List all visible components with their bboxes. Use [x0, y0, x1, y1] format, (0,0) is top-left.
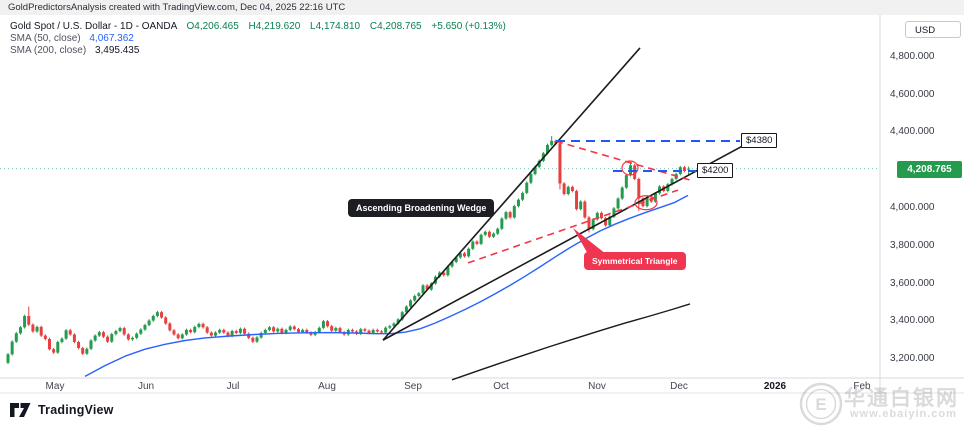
time-label-jul: Jul [226, 381, 240, 392]
export-header: GoldPredictorsAnalysis created with Trad… [0, 0, 964, 15]
price-target-4380[interactable]: $4380 [741, 133, 778, 148]
time-label-oct: Oct [493, 381, 509, 392]
time-label-jun: Jun [137, 381, 155, 392]
sma200-value: 3,495.435 [94, 45, 140, 56]
time-label-may: May [45, 381, 65, 392]
price-tick-3800000: 3,800.000 [890, 240, 935, 251]
tradingview-attribution-text: TradingView [38, 403, 114, 417]
price-target-4200[interactable]: $4200 [697, 163, 734, 178]
time-label-sep: Sep [404, 381, 422, 392]
price-tick-4400000: 4,400.000 [890, 126, 935, 137]
symbol-title: Gold Spot / U.S. Dollar - 1D - OANDA [10, 21, 177, 32]
triangle-callout[interactable]: Symmetrical Triangle [584, 252, 686, 270]
chart-legend: Gold Spot / U.S. Dollar - 1D - OANDA O4,… [10, 21, 506, 57]
change-value: +5.650 (+0.13%) [431, 21, 506, 32]
sma50-row[interactable]: SMA (50, close) 4,067.362 [10, 33, 506, 44]
ohlc-open: O4,206.465 [186, 21, 239, 32]
price-tick-3400000: 3,400.000 [890, 315, 935, 326]
sma50-label: SMA (50, close) [10, 33, 81, 44]
time-label-nov: Nov [588, 381, 606, 392]
ohlc-low: L4,174.810 [310, 21, 361, 32]
time-label-aug: Aug [318, 381, 336, 392]
price-tick-4800000: 4,800.000 [890, 51, 935, 62]
time-label-dec: Dec [670, 381, 688, 392]
time-axis[interactable]: May Jun Jul Aug Sep Oct Nov Dec 2026 Feb [0, 378, 964, 394]
price-axis[interactable]: 4,800.000 4,600.000 4,400.000 4,000.000 3,80… [881, 15, 964, 378]
price-tick-4600000: 4,600.000 [890, 89, 935, 100]
price-tick-3600000: 3,600.000 [890, 278, 935, 289]
time-label-2026: 2026 [763, 381, 787, 392]
sma200-label: SMA (200, close) [10, 45, 87, 56]
symbol-row[interactable]: Gold Spot / U.S. Dollar - 1D - OANDA O4,… [10, 21, 506, 32]
price-tick-3200000: 3,200.000 [890, 353, 935, 364]
price-tick-4000000: 4,000.000 [890, 202, 935, 213]
ohlc-close: C4,208.765 [369, 21, 422, 32]
export-header-text: GoldPredictorsAnalysis created with Trad… [8, 2, 346, 13]
tradingview-logo-icon [10, 403, 31, 417]
tradingview-attribution[interactable]: TradingView [10, 402, 114, 418]
ohlc-high: H4,219.620 [248, 21, 301, 32]
time-label-feb: Feb [853, 381, 871, 392]
currency-button[interactable]: USD [905, 21, 961, 38]
sma200-row[interactable]: SMA (200, close) 3,495.435 [10, 45, 506, 56]
last-price-badge: 4,208.765 [897, 161, 962, 178]
sma50-value: 4,067.362 [89, 33, 134, 44]
wedge-callout[interactable]: Ascending Broadening Wedge [348, 199, 495, 217]
